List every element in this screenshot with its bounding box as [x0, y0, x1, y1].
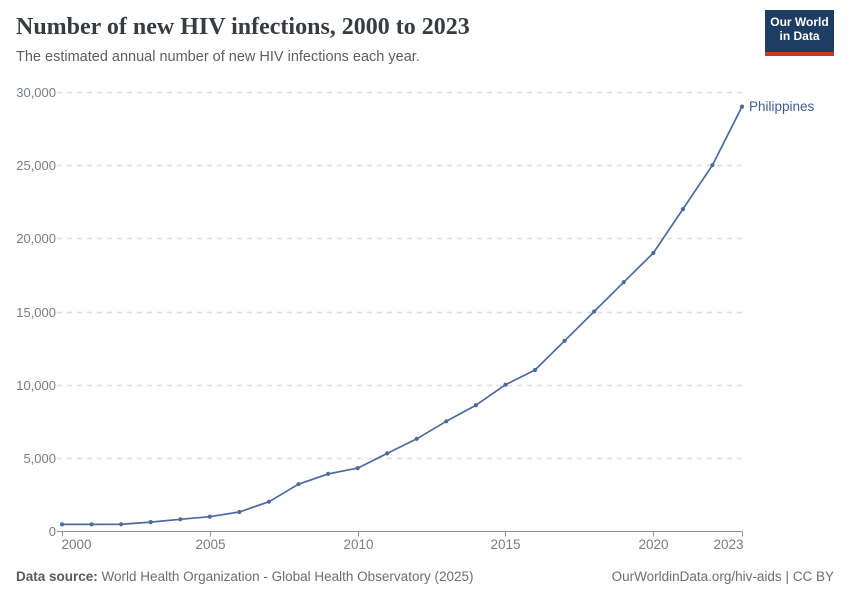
data-point — [207, 514, 212, 519]
data-point — [296, 482, 301, 487]
x-tick-label: 2023 — [713, 537, 743, 552]
data-source-label: Data source: — [16, 569, 98, 584]
y-tick-label: 0 — [49, 524, 56, 539]
data-point — [444, 419, 449, 424]
x-tick-label: 2015 — [490, 537, 520, 552]
y-tick-label: 10,000 — [16, 378, 56, 393]
y-tick-label: 25,000 — [16, 158, 56, 173]
chart-footer: Data source: World Health Organization -… — [16, 569, 834, 584]
owid-logo-line2: in Data — [779, 29, 820, 43]
series-label[interactable]: Philippines — [749, 99, 815, 114]
owid-logo: Our World in Data — [765, 10, 834, 56]
owid-logo-line1: Our World — [770, 15, 829, 29]
chart-subtitle: The estimated annual number of new HIV i… — [16, 49, 420, 65]
data-point — [680, 207, 686, 212]
y-tick-label: 5,000 — [23, 451, 56, 466]
data-point — [473, 403, 478, 408]
x-tick-label: 2020 — [638, 537, 668, 552]
data-point — [237, 509, 242, 515]
footer-links: OurWorldinData.org/hiv-aids | CC BY — [612, 569, 834, 584]
x-tick-label: 2010 — [343, 537, 373, 552]
data-point — [89, 522, 94, 527]
page-title: Number of new HIV infections, 2000 to 20… — [16, 14, 470, 40]
data-point — [532, 367, 538, 373]
x-tick-label: 2000 — [62, 537, 92, 552]
data-point — [562, 338, 567, 343]
data-point — [621, 280, 626, 285]
data-point — [503, 382, 508, 387]
license-link[interactable]: CC BY — [792, 569, 834, 584]
data-point — [178, 517, 183, 522]
series-line — [61, 105, 743, 526]
data-point — [710, 163, 715, 168]
data-point — [592, 309, 597, 314]
data-point — [119, 522, 124, 527]
data-source-value: World Health Organization - Global Healt… — [101, 569, 474, 584]
data-point — [355, 466, 360, 471]
owid-url-link[interactable]: OurWorldinData.org/hiv-aids — [611, 569, 782, 584]
footer-separator: | — [785, 569, 789, 584]
x-tick-label: 2005 — [195, 537, 225, 552]
data-point — [385, 451, 390, 456]
data-point — [266, 499, 272, 504]
y-tick-label: 30,000 — [16, 85, 56, 100]
data-point — [59, 522, 65, 527]
data-point — [651, 250, 656, 256]
y-tick-label: 15,000 — [16, 305, 56, 320]
data-point — [148, 520, 153, 525]
data-source: Data source: World Health Organization -… — [16, 569, 473, 584]
data-point — [326, 471, 331, 476]
y-tick-label: 20,000 — [16, 231, 56, 246]
data-point — [414, 436, 419, 441]
data-point — [739, 104, 745, 109]
